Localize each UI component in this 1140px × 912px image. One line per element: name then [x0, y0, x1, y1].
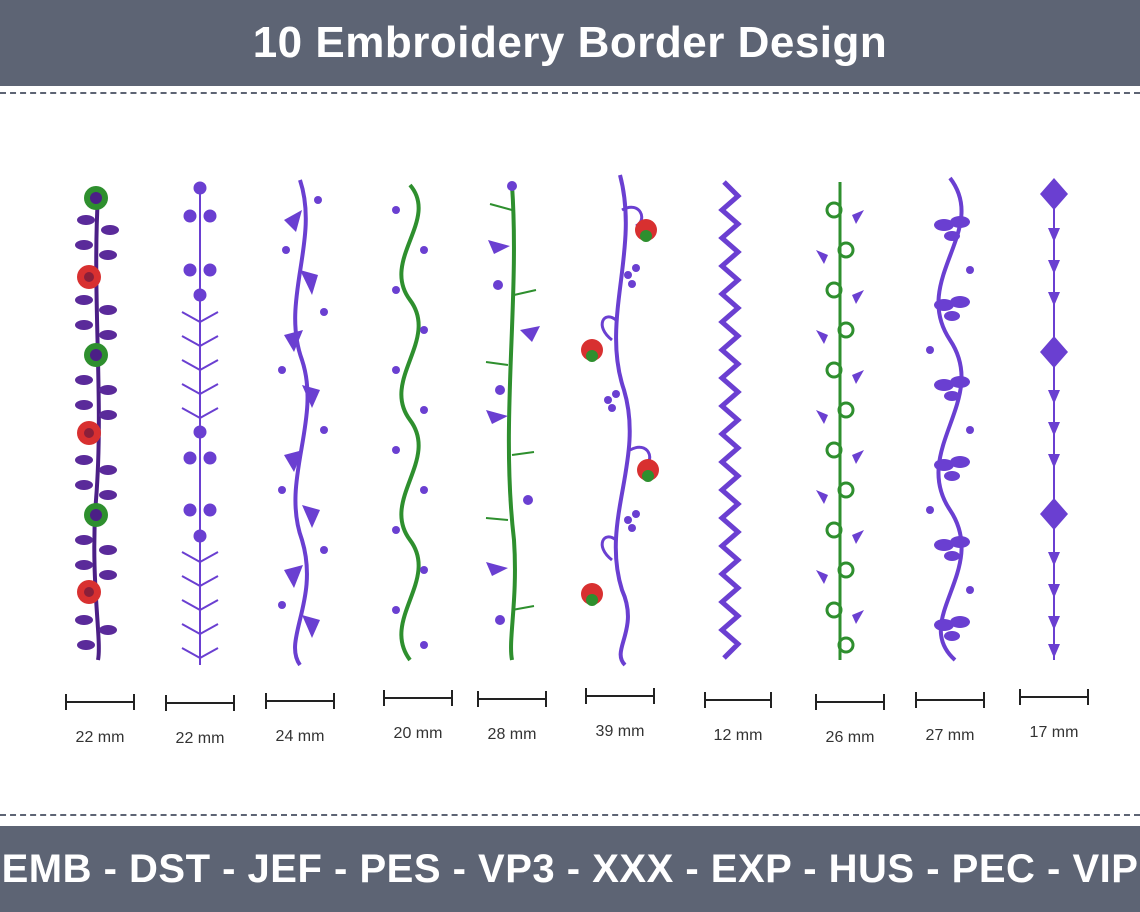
top-dashed-divider: [0, 92, 1140, 94]
measurement-6: 39 mm: [585, 688, 655, 740]
measurement-9: 27 mm: [915, 692, 985, 744]
border-9-wave-leaf-artwork: [926, 176, 974, 662]
border-5-stem-bud-artwork: [485, 181, 540, 661]
border-8-spiral-artwork: [816, 182, 864, 660]
width-label-4: 20 mm: [394, 725, 443, 742]
measurement-3: 24 mm: [265, 693, 335, 745]
measurement-10: 17 mm: [1019, 689, 1089, 741]
measurement-4: 20 mm: [383, 690, 453, 742]
page-title: 10 Embroidery Border Design: [252, 18, 888, 67]
title-banner: 10 Embroidery Border Design: [0, 0, 1140, 86]
measurement-1: 22 mm: [65, 694, 135, 746]
measurement-5: 28 mm: [477, 691, 547, 743]
border-4-wavy-vine-artwork: [392, 183, 428, 662]
measurement-2: 22 mm: [165, 695, 235, 747]
width-measurements: 22 mm 22 mm 24 mm 20 mm 28 mm 39 mm 12 mm 26 mm…: [65, 688, 1089, 747]
width-label-8: 26 mm: [826, 729, 875, 746]
file-formats-list: EMB - DST - JEF - PES - VP3 - XXX - EXP …: [1, 846, 1139, 891]
width-label-10: 17 mm: [1030, 724, 1079, 741]
width-label-6: 39 mm: [596, 723, 645, 740]
width-label-7: 12 mm: [714, 727, 763, 744]
border-designs-illustration: 22 mm 22 mm 24 mm 20 mm 28 mm 39 mm 12 mm 26 mm…: [65, 174, 1089, 747]
width-label-2: 22 mm: [176, 730, 225, 747]
bottom-dashed-divider: [0, 814, 1140, 816]
width-label-9: 27 mm: [926, 727, 975, 744]
measurement-7: 12 mm: [704, 692, 772, 744]
border-7-zigzag-artwork: [718, 180, 742, 660]
border-6-swirl-rose-artwork: [581, 174, 659, 667]
border-1-leaf-flower-artwork: [75, 186, 119, 661]
border-3-leaf-vine-artwork: [278, 179, 328, 667]
width-label-3: 24 mm: [276, 728, 325, 745]
formats-banner: EMB - DST - JEF - PES - VP3 - XXX - EXP …: [0, 826, 1140, 912]
border-2-dot-cluster-artwork: [181, 181, 219, 665]
measurement-8: 26 mm: [815, 694, 885, 746]
width-label-1: 22 mm: [76, 729, 125, 746]
border-10-diamond-artwork: [1040, 178, 1068, 660]
width-label-5: 28 mm: [488, 726, 537, 743]
